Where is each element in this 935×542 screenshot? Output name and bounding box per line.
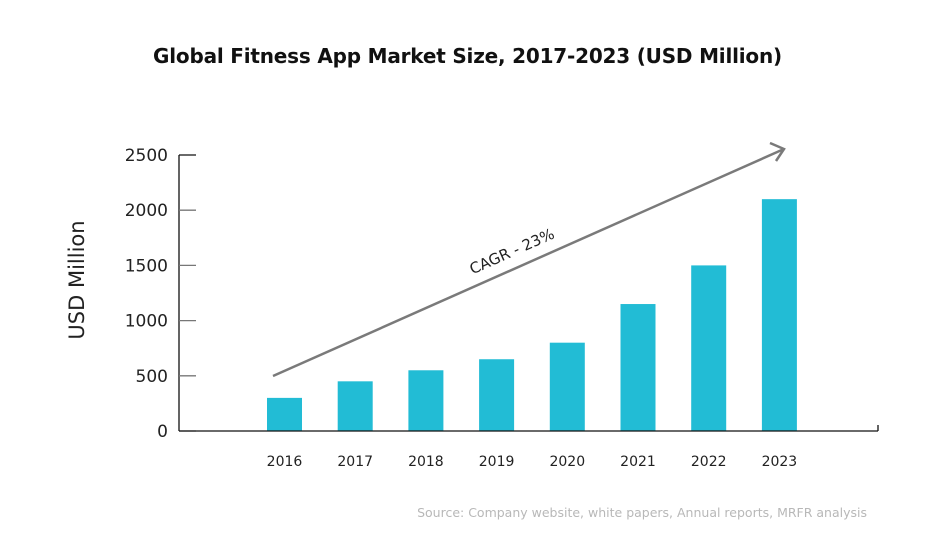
source-note: Source: Company website, white papers, A… bbox=[417, 505, 867, 520]
y-tick-label: 2500 bbox=[125, 146, 168, 166]
bar-2019 bbox=[479, 359, 515, 431]
y-axis-title: USD Million bbox=[65, 220, 89, 339]
y-axis: 0 500 1000 1500 2000 2500 bbox=[125, 146, 196, 442]
trend-arrow-line bbox=[272, 147, 785, 378]
x-tick-label: 2022 bbox=[691, 454, 727, 470]
y-tick-label: 0 bbox=[157, 422, 168, 442]
chart-title: Global Fitness App Market Size, 2017-202… bbox=[153, 44, 782, 68]
x-tick-label: 2023 bbox=[762, 454, 798, 470]
x-tick-label: 2021 bbox=[620, 454, 656, 470]
trend-arrow-head-icon bbox=[769, 141, 786, 162]
x-tick-label: 2016 bbox=[267, 454, 303, 470]
x-tick-label: 2017 bbox=[337, 454, 373, 470]
x-tick-label: 2020 bbox=[549, 454, 585, 470]
bar-2018 bbox=[408, 370, 444, 431]
bar-2016 bbox=[267, 397, 302, 431]
bar-2020 bbox=[549, 342, 585, 431]
bar-2017 bbox=[337, 381, 373, 431]
x-axis: 2016 2017 2018 2019 2020 2021 2022 2023 bbox=[179, 425, 879, 470]
bars bbox=[267, 199, 797, 431]
y-tick-label: 500 bbox=[136, 367, 168, 387]
y-tick-label: 2000 bbox=[125, 201, 168, 221]
y-tick-label: 1000 bbox=[125, 312, 168, 332]
bar-2021 bbox=[620, 304, 656, 431]
x-tick-label: 2018 bbox=[408, 454, 444, 470]
x-tick-label: 2019 bbox=[479, 454, 515, 470]
bar-2022 bbox=[691, 265, 727, 431]
bar-2023 bbox=[761, 199, 797, 431]
y-tick-label: 1500 bbox=[125, 256, 168, 276]
